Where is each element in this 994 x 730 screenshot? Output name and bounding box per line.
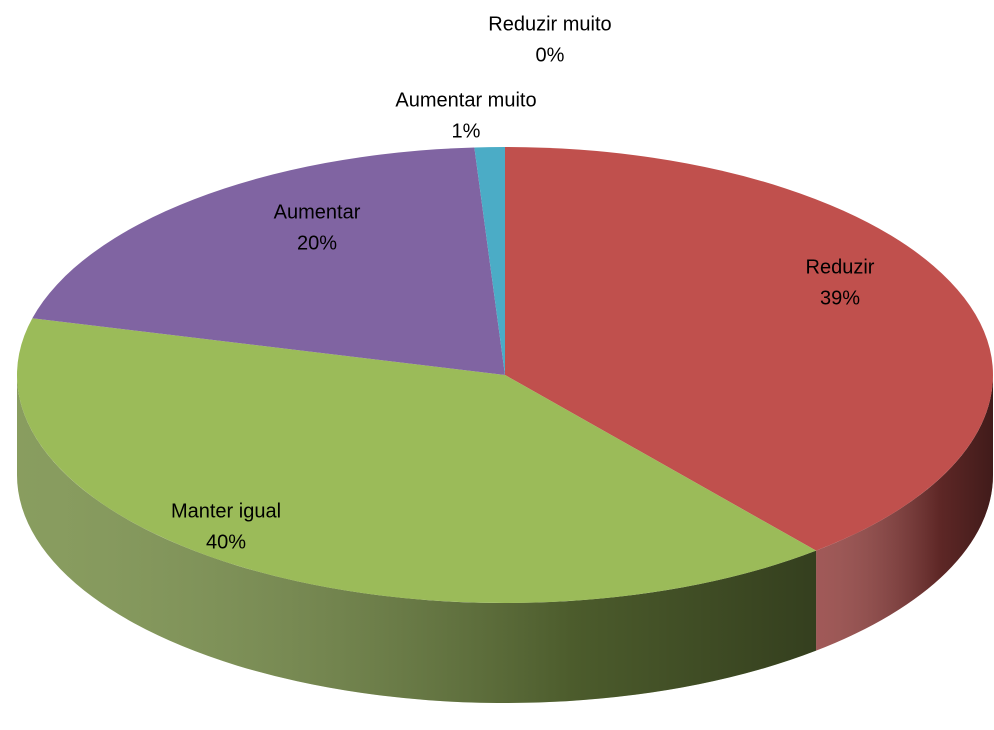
slice-label: Reduzir xyxy=(806,256,875,278)
slice-label: Aumentar xyxy=(274,201,361,223)
slice-side-shade xyxy=(816,375,993,651)
slice-label: Manter igual xyxy=(171,500,281,522)
slice-label: Aumentar muito xyxy=(395,89,536,111)
slice-value-label: 0% xyxy=(536,44,565,66)
slice xyxy=(32,147,505,375)
slice-value-label: 40% xyxy=(206,531,246,553)
slice-value-label: 20% xyxy=(297,232,337,254)
slice-side-shade xyxy=(17,375,817,703)
slice-label: Reduzir muito xyxy=(488,13,611,35)
slice xyxy=(16,318,817,603)
slice xyxy=(474,147,505,375)
slice xyxy=(505,147,994,551)
slice-value-label: 39% xyxy=(820,287,860,309)
slice-value-label: 1% xyxy=(452,120,481,142)
